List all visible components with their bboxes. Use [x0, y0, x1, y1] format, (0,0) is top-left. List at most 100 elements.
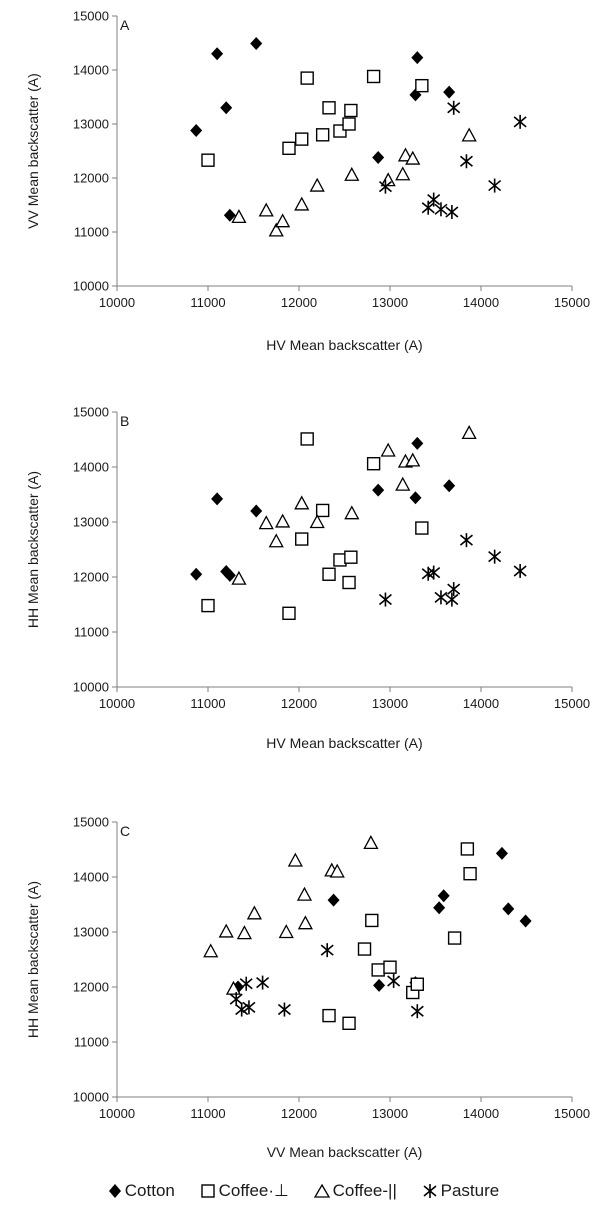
- data-point: [410, 977, 424, 991]
- data-point: [333, 553, 347, 567]
- data-point: [315, 128, 330, 142]
- data-point: [411, 436, 424, 450]
- y-tick-label: 13000: [73, 117, 109, 132]
- data-point: [461, 425, 477, 440]
- data-point: [268, 533, 284, 548]
- data-point: [519, 914, 532, 928]
- y-tick-label: 11000: [74, 1035, 109, 1050]
- data-point: [300, 432, 314, 446]
- data-point: [495, 846, 508, 860]
- data-point: [434, 202, 448, 217]
- y-tick-label: 11000: [74, 625, 109, 640]
- x-tick-label: 15000: [554, 1106, 590, 1121]
- data-point: [443, 479, 456, 493]
- data-point: [371, 963, 385, 977]
- legend-label-cotton: Cotton: [124, 1180, 175, 1200]
- data-point: [282, 141, 296, 156]
- data-point: [372, 150, 385, 164]
- data-point: [220, 101, 233, 115]
- data-point: [437, 889, 450, 903]
- data-point: [190, 567, 203, 581]
- data-point: [513, 114, 527, 129]
- data-point: [203, 943, 219, 958]
- x-tick-label: 10000: [99, 1106, 135, 1121]
- series-2: [231, 425, 477, 585]
- data-point: [366, 457, 381, 471]
- chart-panel-b: 10000 11000 12000 13000 14000 15000 10000 11000…: [25, 405, 590, 752]
- data-point: [309, 177, 325, 192]
- data-point: [294, 495, 310, 510]
- data-point: [250, 37, 263, 51]
- data-point: [513, 563, 527, 578]
- data-point: [320, 943, 334, 958]
- data-point: [223, 208, 236, 222]
- data-point: [447, 931, 462, 945]
- y-tick-label: 10000: [73, 279, 109, 294]
- chart-panel-c: 10000 11000 12000 13000 14000 15000 10000 11000…: [25, 815, 590, 1161]
- data-point: [201, 153, 215, 167]
- data-point: [366, 69, 381, 84]
- y-tick-label: 11000: [74, 225, 109, 240]
- y-tick-label: 13000: [73, 515, 109, 530]
- data-point: [427, 565, 441, 580]
- series-3: [229, 943, 424, 1019]
- data-point: [405, 150, 421, 165]
- data-point: [190, 123, 203, 137]
- figure-panels: 10000 11000 12000 13000 14000 15000 10000 11000…: [25, 9, 590, 1161]
- data-point: [372, 483, 385, 497]
- y-tick-label: 10000: [73, 1090, 109, 1105]
- data-point: [395, 166, 411, 181]
- data-point: [443, 85, 456, 99]
- data-point: [239, 976, 253, 991]
- x-tick-label: 12000: [281, 1106, 317, 1121]
- legend-label-pasture: Pasture: [440, 1180, 500, 1200]
- x-axis-label: HV Mean backscatter (A): [266, 735, 422, 751]
- data-point: [295, 532, 309, 546]
- x-tick-label: 14000: [463, 1106, 499, 1121]
- x-tick-label: 10000: [99, 696, 135, 711]
- panel-label: C: [120, 823, 130, 839]
- data-point: [294, 196, 310, 211]
- data-point: [287, 852, 303, 867]
- data-point: [322, 567, 336, 581]
- data-point: [258, 515, 274, 530]
- data-point: [322, 101, 336, 115]
- legend-label-coffee-parallel: Coffee-||: [332, 1180, 397, 1200]
- data-point: [296, 886, 313, 901]
- data-point: [378, 592, 392, 607]
- data-point: [434, 590, 448, 605]
- data-point: [327, 893, 340, 907]
- data-point: [411, 51, 424, 65]
- series-3: [378, 100, 527, 220]
- data-point: [236, 925, 252, 940]
- data-point: [365, 913, 379, 928]
- chart-panel-a: 10000 11000 12000 13000 14000 15000 10000 11000…: [25, 9, 590, 354]
- data-point: [395, 476, 411, 491]
- data-point: [322, 1008, 336, 1023]
- data-point: [380, 442, 396, 457]
- data-point: [445, 205, 459, 220]
- series-2: [203, 835, 379, 995]
- x-tick-label: 11000: [190, 696, 225, 711]
- data-point: [342, 1016, 356, 1030]
- data-point: [258, 202, 274, 217]
- x-tick-label: 13000: [372, 1106, 408, 1121]
- diamond-filled-icon: [108, 1183, 121, 1198]
- y-tick-label: 15000: [73, 9, 109, 24]
- data-point: [344, 103, 358, 118]
- y-tick-label: 13000: [73, 925, 109, 940]
- x-tick-label: 11000: [190, 1106, 225, 1121]
- data-point: [357, 942, 372, 956]
- data-point: [344, 166, 360, 181]
- x-axis-label: HV Mean backscatter (A): [266, 337, 422, 353]
- asterisk-icon: [423, 1183, 437, 1198]
- y-axis-label: VV Mean backscatter (A): [25, 73, 41, 229]
- series-1: [322, 842, 477, 1030]
- data-point: [201, 598, 215, 613]
- data-point: [459, 154, 473, 169]
- data-point: [282, 606, 296, 620]
- data-point: [235, 1002, 249, 1017]
- x-axis-label: VV Mean backscatter (A): [267, 1144, 423, 1160]
- data-point: [410, 1004, 424, 1019]
- data-point: [315, 503, 330, 518]
